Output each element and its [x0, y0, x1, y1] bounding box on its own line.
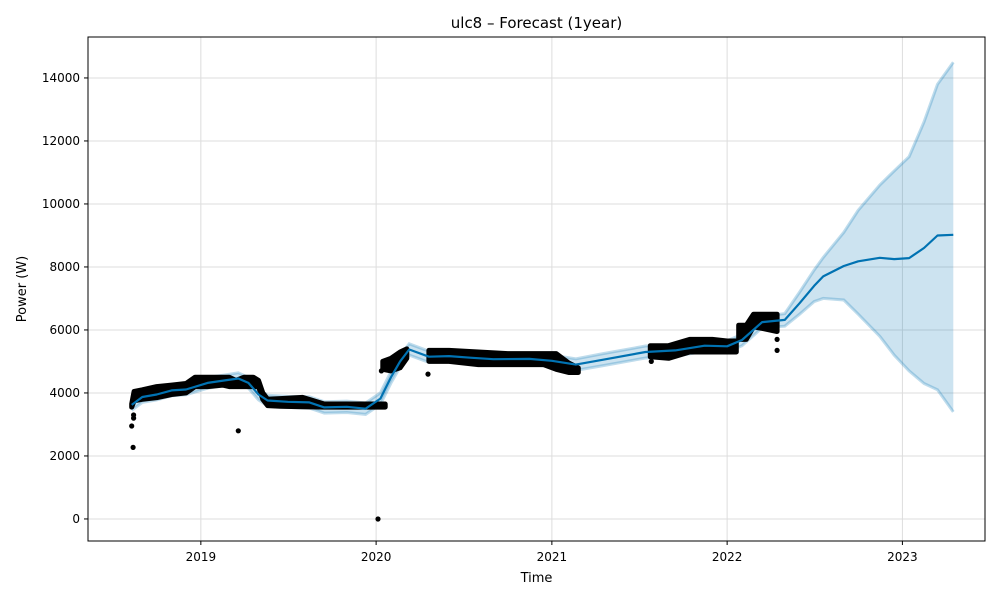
observed-point [130, 444, 136, 450]
forecast-line [131, 233, 954, 410]
observed-data [129, 311, 780, 522]
y-tick-label: 4000 [49, 386, 80, 400]
x-tick-label: 2022 [712, 550, 743, 564]
observed-point [235, 428, 241, 434]
y-tick-label: 8000 [49, 260, 80, 274]
x-axis-title: Time [520, 571, 553, 586]
chart-title: ulc8 – Forecast (1year) [451, 14, 622, 32]
x-tick-label: 2021 [537, 550, 568, 564]
observed-data-band [380, 346, 410, 374]
y-tick-label: 14000 [42, 71, 80, 85]
y-axis-title: Power (W) [15, 256, 30, 322]
observed-point [425, 371, 431, 377]
y-tick-label: 12000 [42, 134, 80, 148]
observed-data-band [426, 347, 581, 375]
observed-data-band [129, 374, 388, 410]
x-tick-label: 2019 [186, 550, 217, 564]
observed-point [774, 347, 780, 353]
observed-point [129, 423, 135, 429]
y-tick-label: 0 [72, 512, 80, 526]
y-tick-label: 6000 [49, 323, 80, 337]
observed-point [648, 358, 654, 364]
grid [88, 37, 985, 541]
observed-data-band [647, 336, 739, 361]
x-tick-label: 2023 [887, 550, 918, 564]
forecast-trend-line [131, 233, 954, 410]
observed-point [774, 336, 780, 342]
observed-point [131, 412, 137, 418]
y-tick-label: 2000 [49, 449, 80, 463]
axis-ticks: 2019 2020 2021 2022 2023 0 2000 4000 6000 8000 100… [42, 71, 918, 564]
observed-point [378, 368, 384, 374]
y-tick-label: 10000 [42, 197, 80, 211]
observed-point [375, 516, 381, 522]
plot-frame [87, 36, 986, 542]
x-tick-label: 2020 [361, 550, 392, 564]
